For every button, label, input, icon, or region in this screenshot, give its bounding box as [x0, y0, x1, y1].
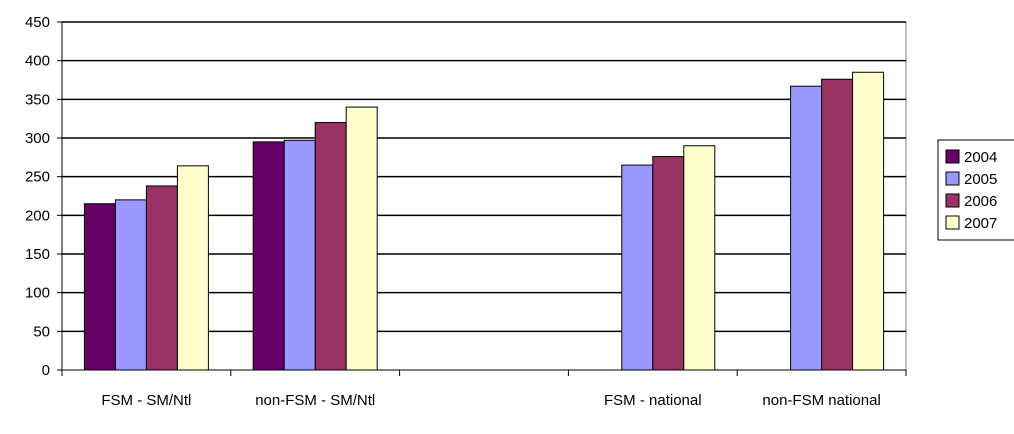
y-tick-label: 0 [42, 362, 50, 379]
bar-2007 [346, 107, 377, 370]
bar-2006 [653, 157, 684, 370]
bar-2005 [115, 200, 146, 370]
y-tick-label: 350 [25, 91, 50, 108]
y-tick-label: 450 [25, 14, 50, 31]
bar-2005 [284, 140, 315, 370]
bar-2005 [622, 165, 653, 370]
legend-swatch-2004 [946, 150, 959, 163]
y-tick-label: 400 [25, 53, 50, 70]
bar-2006 [822, 79, 853, 370]
bar-2007 [177, 166, 208, 370]
x-axis-category-labels: FSM - SM/Ntl non-FSM - SM/Ntl FSM - nation… [101, 392, 880, 409]
y-tick-label: 300 [25, 130, 50, 147]
y-tick-label: 250 [25, 169, 50, 186]
y-tick-label: 50 [33, 323, 50, 340]
bar-2006 [315, 123, 346, 370]
y-tick-label: 200 [25, 207, 50, 224]
legend-swatch-2006 [946, 194, 959, 207]
bar-2007 [684, 146, 715, 370]
y-tick-label: 100 [25, 285, 50, 302]
legend: 2004 2005 2006 2007 [938, 140, 1014, 240]
bar-2006 [146, 186, 177, 370]
legend-swatch-2005 [946, 172, 959, 185]
bar-2004 [84, 204, 115, 370]
legend-label-2007: 2007 [964, 215, 997, 232]
legend-swatch-2007 [946, 216, 959, 229]
legend-label-2005: 2005 [964, 171, 997, 188]
bar-2007 [853, 72, 884, 370]
x-category-label: non-FSM national [762, 392, 880, 409]
x-category-label: FSM - SM/Ntl [101, 392, 191, 409]
x-category-label: non-FSM - SM/Ntl [255, 392, 375, 409]
bar-2005 [791, 86, 822, 370]
y-tick-label: 150 [25, 246, 50, 263]
y-axis-tick-labels: 0 50 100 150 200 250 300 350 400 450 [25, 14, 50, 379]
bar-2004 [253, 142, 284, 370]
legend-label-2004: 2004 [964, 149, 997, 166]
legend-label-2006: 2006 [964, 193, 997, 210]
x-category-label: FSM - national [604, 392, 702, 409]
